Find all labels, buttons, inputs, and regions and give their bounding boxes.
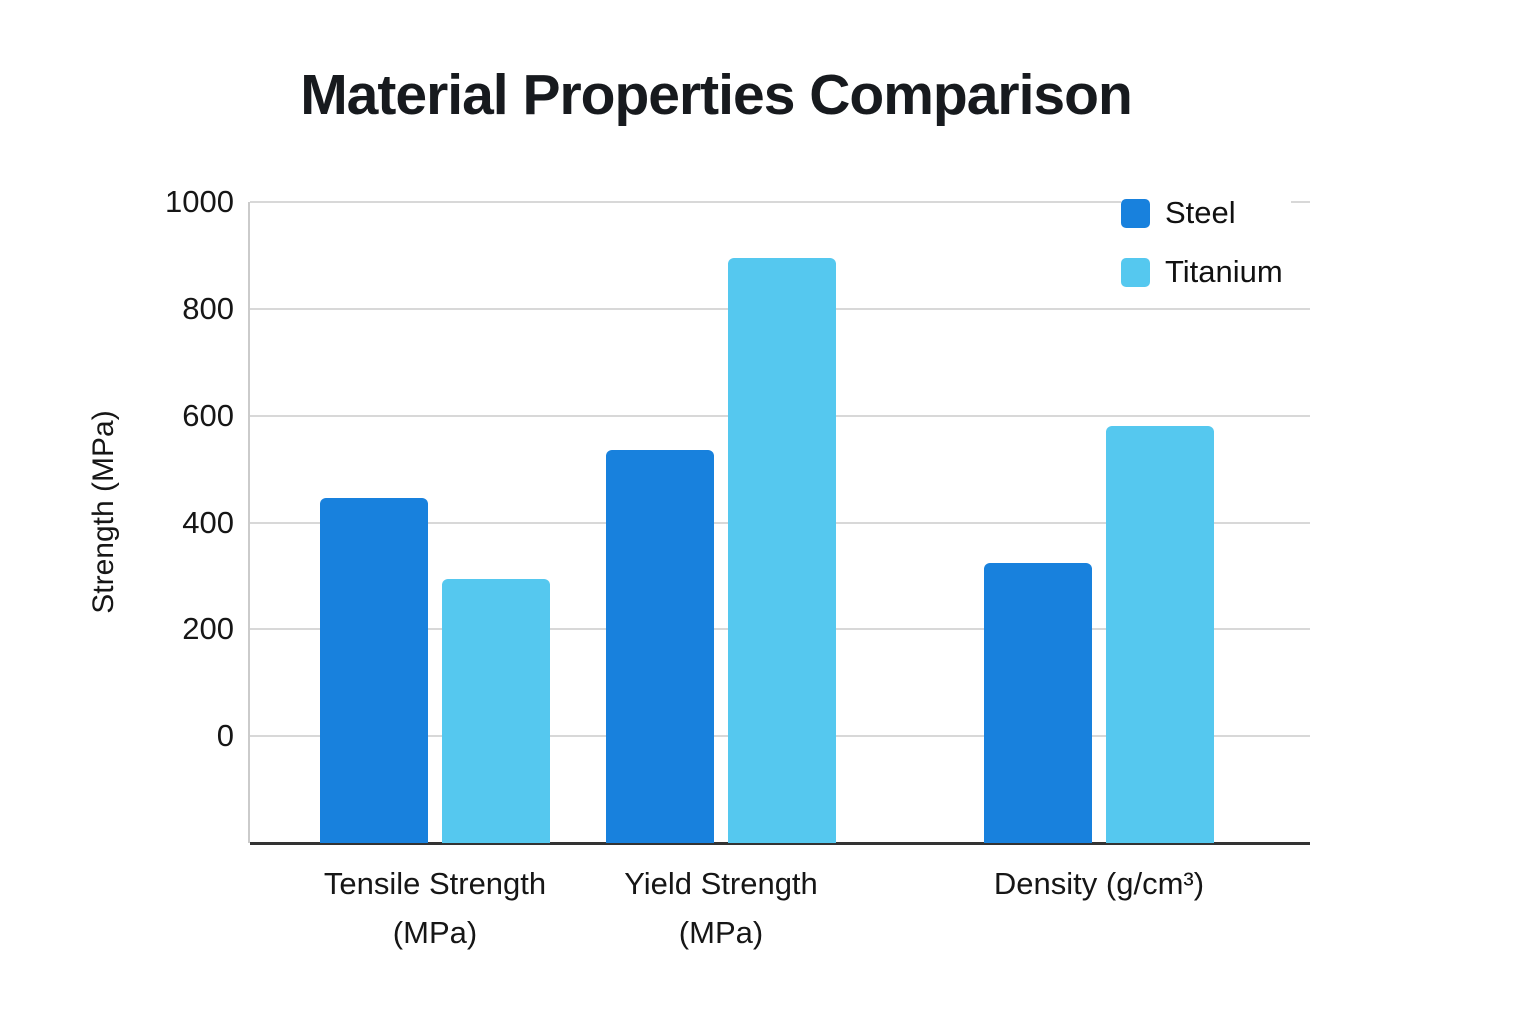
y-tick-label-600: 600 [182,397,234,433]
bar-steel-0 [320,498,428,843]
gridline-1000 [250,201,1310,203]
y-tick-label-0: 0 [216,718,234,754]
legend-item-titanium: Titanium [1121,252,1291,292]
bar-steel-1 [606,450,714,843]
x-category-label-0: Tensile Strength (MPa) [323,866,547,950]
bar-titanium-0 [442,578,550,843]
y-axis-title: Strength (MPa) [87,410,120,614]
legend-item-steel: Steel [1121,193,1291,233]
chart-title: Material Properties Comparison [300,63,1133,127]
y-tick-label-400: 400 [182,504,234,540]
y-tick-label-800: 800 [182,290,234,326]
legend-label-titanium: Titanium [1165,254,1283,289]
legend-swatch-titanium [1121,257,1150,287]
plot-area: 0 200 400 600 800 1000 Tensile Strength (MPa) Yi… [165,184,1310,950]
bar-titanium-1 [728,258,836,843]
bar-titanium-2 [1106,426,1214,843]
legend-label-steel: Steel [1165,195,1236,230]
bar-steel-2 [984,562,1092,843]
x-category-label-1: Yield Strength (MPa) [624,866,818,950]
x-axis-line [250,842,1310,845]
y-axis-line [248,202,250,843]
x-category-label-2: Density (g/cm³) [993,866,1205,901]
legend: Steel Titanium [1121,193,1291,311]
y-tick-label-200: 200 [182,611,234,647]
legend-swatch-steel [1121,198,1150,228]
y-tick-label-1000: 1000 [165,184,234,219]
